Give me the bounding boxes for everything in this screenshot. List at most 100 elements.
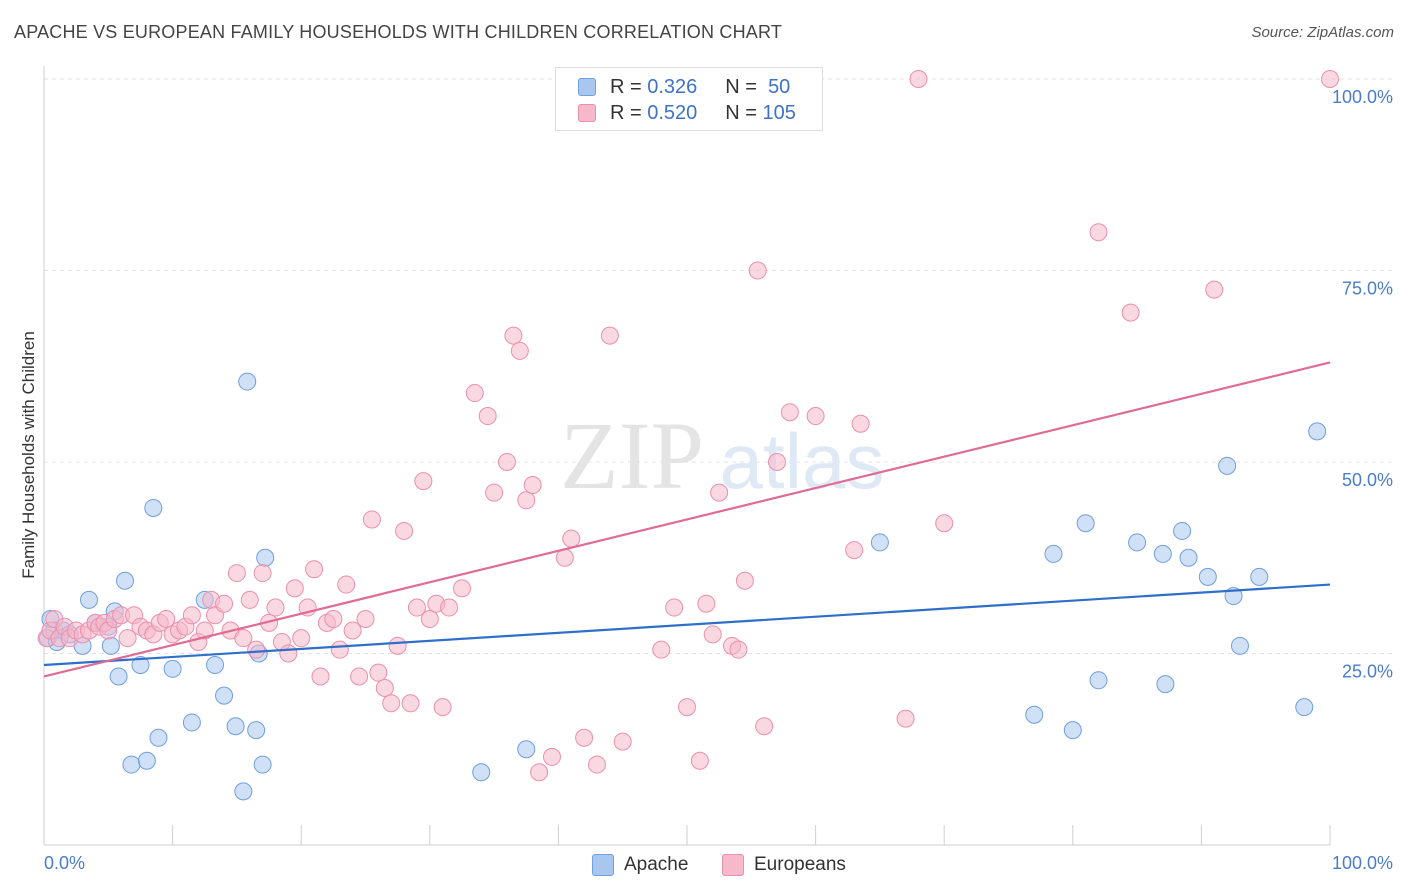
point-apache bbox=[256, 548, 275, 567]
point-apache bbox=[80, 590, 99, 609]
trend-lines bbox=[43, 361, 1331, 678]
point-europeans bbox=[215, 594, 234, 613]
point-europeans bbox=[324, 610, 343, 629]
point-europeans bbox=[356, 610, 375, 629]
x-tick-label: 0.0% bbox=[44, 853, 85, 873]
point-apache bbox=[1044, 544, 1063, 563]
point-apache bbox=[137, 751, 156, 770]
point-apache bbox=[1295, 698, 1314, 717]
point-apache bbox=[122, 755, 141, 774]
point-europeans bbox=[433, 698, 452, 717]
point-europeans bbox=[748, 261, 767, 280]
n-label: N = bbox=[725, 75, 757, 98]
point-europeans bbox=[157, 610, 176, 629]
point-europeans bbox=[678, 698, 696, 717]
point-europeans bbox=[690, 751, 709, 770]
point-apache bbox=[149, 728, 168, 747]
point-europeans bbox=[587, 755, 606, 774]
point-europeans bbox=[1321, 70, 1339, 88]
point-europeans bbox=[510, 341, 529, 360]
point-apache bbox=[472, 763, 491, 782]
point-europeans bbox=[780, 403, 799, 422]
point-europeans bbox=[710, 483, 729, 502]
point-europeans bbox=[478, 407, 497, 426]
apache-legend-swatch bbox=[592, 854, 614, 876]
point-europeans bbox=[234, 629, 253, 648]
point-apache bbox=[109, 667, 128, 686]
gridlines bbox=[44, 78, 1392, 654]
apache-swatch bbox=[578, 78, 596, 96]
series-europeans bbox=[37, 70, 1339, 782]
point-europeans bbox=[530, 763, 549, 782]
point-europeans bbox=[1089, 223, 1108, 242]
point-europeans bbox=[247, 640, 266, 659]
watermark-zip: ZIP bbox=[560, 402, 704, 509]
point-europeans bbox=[652, 640, 671, 659]
point-europeans bbox=[600, 326, 619, 345]
point-europeans bbox=[613, 732, 632, 751]
source-credit: Source: ZipAtlas.com bbox=[1251, 24, 1394, 41]
point-apache bbox=[1218, 456, 1237, 475]
n-value: 50 bbox=[768, 75, 791, 98]
point-europeans bbox=[845, 541, 864, 560]
point-europeans bbox=[1121, 303, 1140, 322]
legend-row-europeans: R = 0.520 N = 105 bbox=[578, 100, 796, 126]
point-apache bbox=[226, 717, 245, 736]
point-europeans bbox=[195, 621, 214, 640]
point-europeans bbox=[382, 694, 401, 713]
point-europeans bbox=[401, 694, 420, 713]
point-europeans bbox=[806, 407, 825, 426]
point-europeans bbox=[523, 475, 542, 494]
data-points bbox=[37, 70, 1339, 801]
point-apache bbox=[1025, 705, 1044, 724]
point-europeans bbox=[350, 667, 369, 686]
point-europeans bbox=[497, 453, 516, 471]
point-apache bbox=[1179, 548, 1198, 567]
bottom-legend-apache: Apache bbox=[592, 852, 688, 878]
point-apache bbox=[1308, 422, 1327, 441]
point-europeans bbox=[407, 598, 426, 617]
europeans-swatch bbox=[578, 104, 596, 122]
point-apache bbox=[1250, 567, 1269, 586]
legend-row-apache: R = 0.326 N = 50 bbox=[578, 74, 790, 100]
point-europeans bbox=[735, 571, 754, 590]
trend-line-apache bbox=[43, 583, 1331, 667]
point-europeans bbox=[369, 663, 388, 682]
point-europeans bbox=[575, 728, 594, 747]
point-europeans bbox=[227, 564, 246, 583]
point-europeans bbox=[330, 640, 349, 659]
correlation-legend: R = 0.326 N = 50 R = 0.520 N = 105 bbox=[555, 67, 823, 131]
point-apache bbox=[182, 713, 201, 732]
europeans-legend-swatch bbox=[722, 854, 744, 876]
point-europeans bbox=[292, 629, 311, 648]
point-europeans bbox=[253, 564, 272, 583]
point-apache bbox=[234, 782, 253, 801]
point-europeans bbox=[562, 529, 581, 548]
point-apache bbox=[215, 686, 234, 705]
y-tick-label: 75.0% bbox=[1342, 279, 1393, 299]
point-apache bbox=[238, 372, 257, 391]
axes bbox=[43, 66, 1331, 846]
y-axis-label: Family Households with Children bbox=[19, 331, 38, 579]
point-apache bbox=[1128, 533, 1147, 552]
point-europeans bbox=[485, 483, 504, 502]
point-europeans bbox=[343, 621, 362, 640]
point-apache bbox=[247, 721, 266, 740]
point-europeans bbox=[909, 70, 928, 88]
point-europeans bbox=[279, 644, 298, 663]
point-europeans bbox=[182, 606, 201, 625]
point-europeans bbox=[768, 453, 787, 471]
trend-line-europeans bbox=[43, 361, 1331, 678]
point-apache bbox=[144, 498, 163, 517]
point-apache bbox=[1076, 514, 1095, 533]
r-value: 0.520 bbox=[647, 101, 698, 124]
point-europeans bbox=[420, 610, 439, 629]
point-europeans bbox=[118, 629, 137, 648]
point-europeans bbox=[665, 598, 684, 617]
point-apache bbox=[101, 636, 120, 655]
point-europeans bbox=[305, 560, 324, 579]
point-europeans bbox=[240, 590, 259, 609]
point-europeans bbox=[465, 384, 484, 403]
apache-legend-label: Apache bbox=[624, 854, 689, 875]
